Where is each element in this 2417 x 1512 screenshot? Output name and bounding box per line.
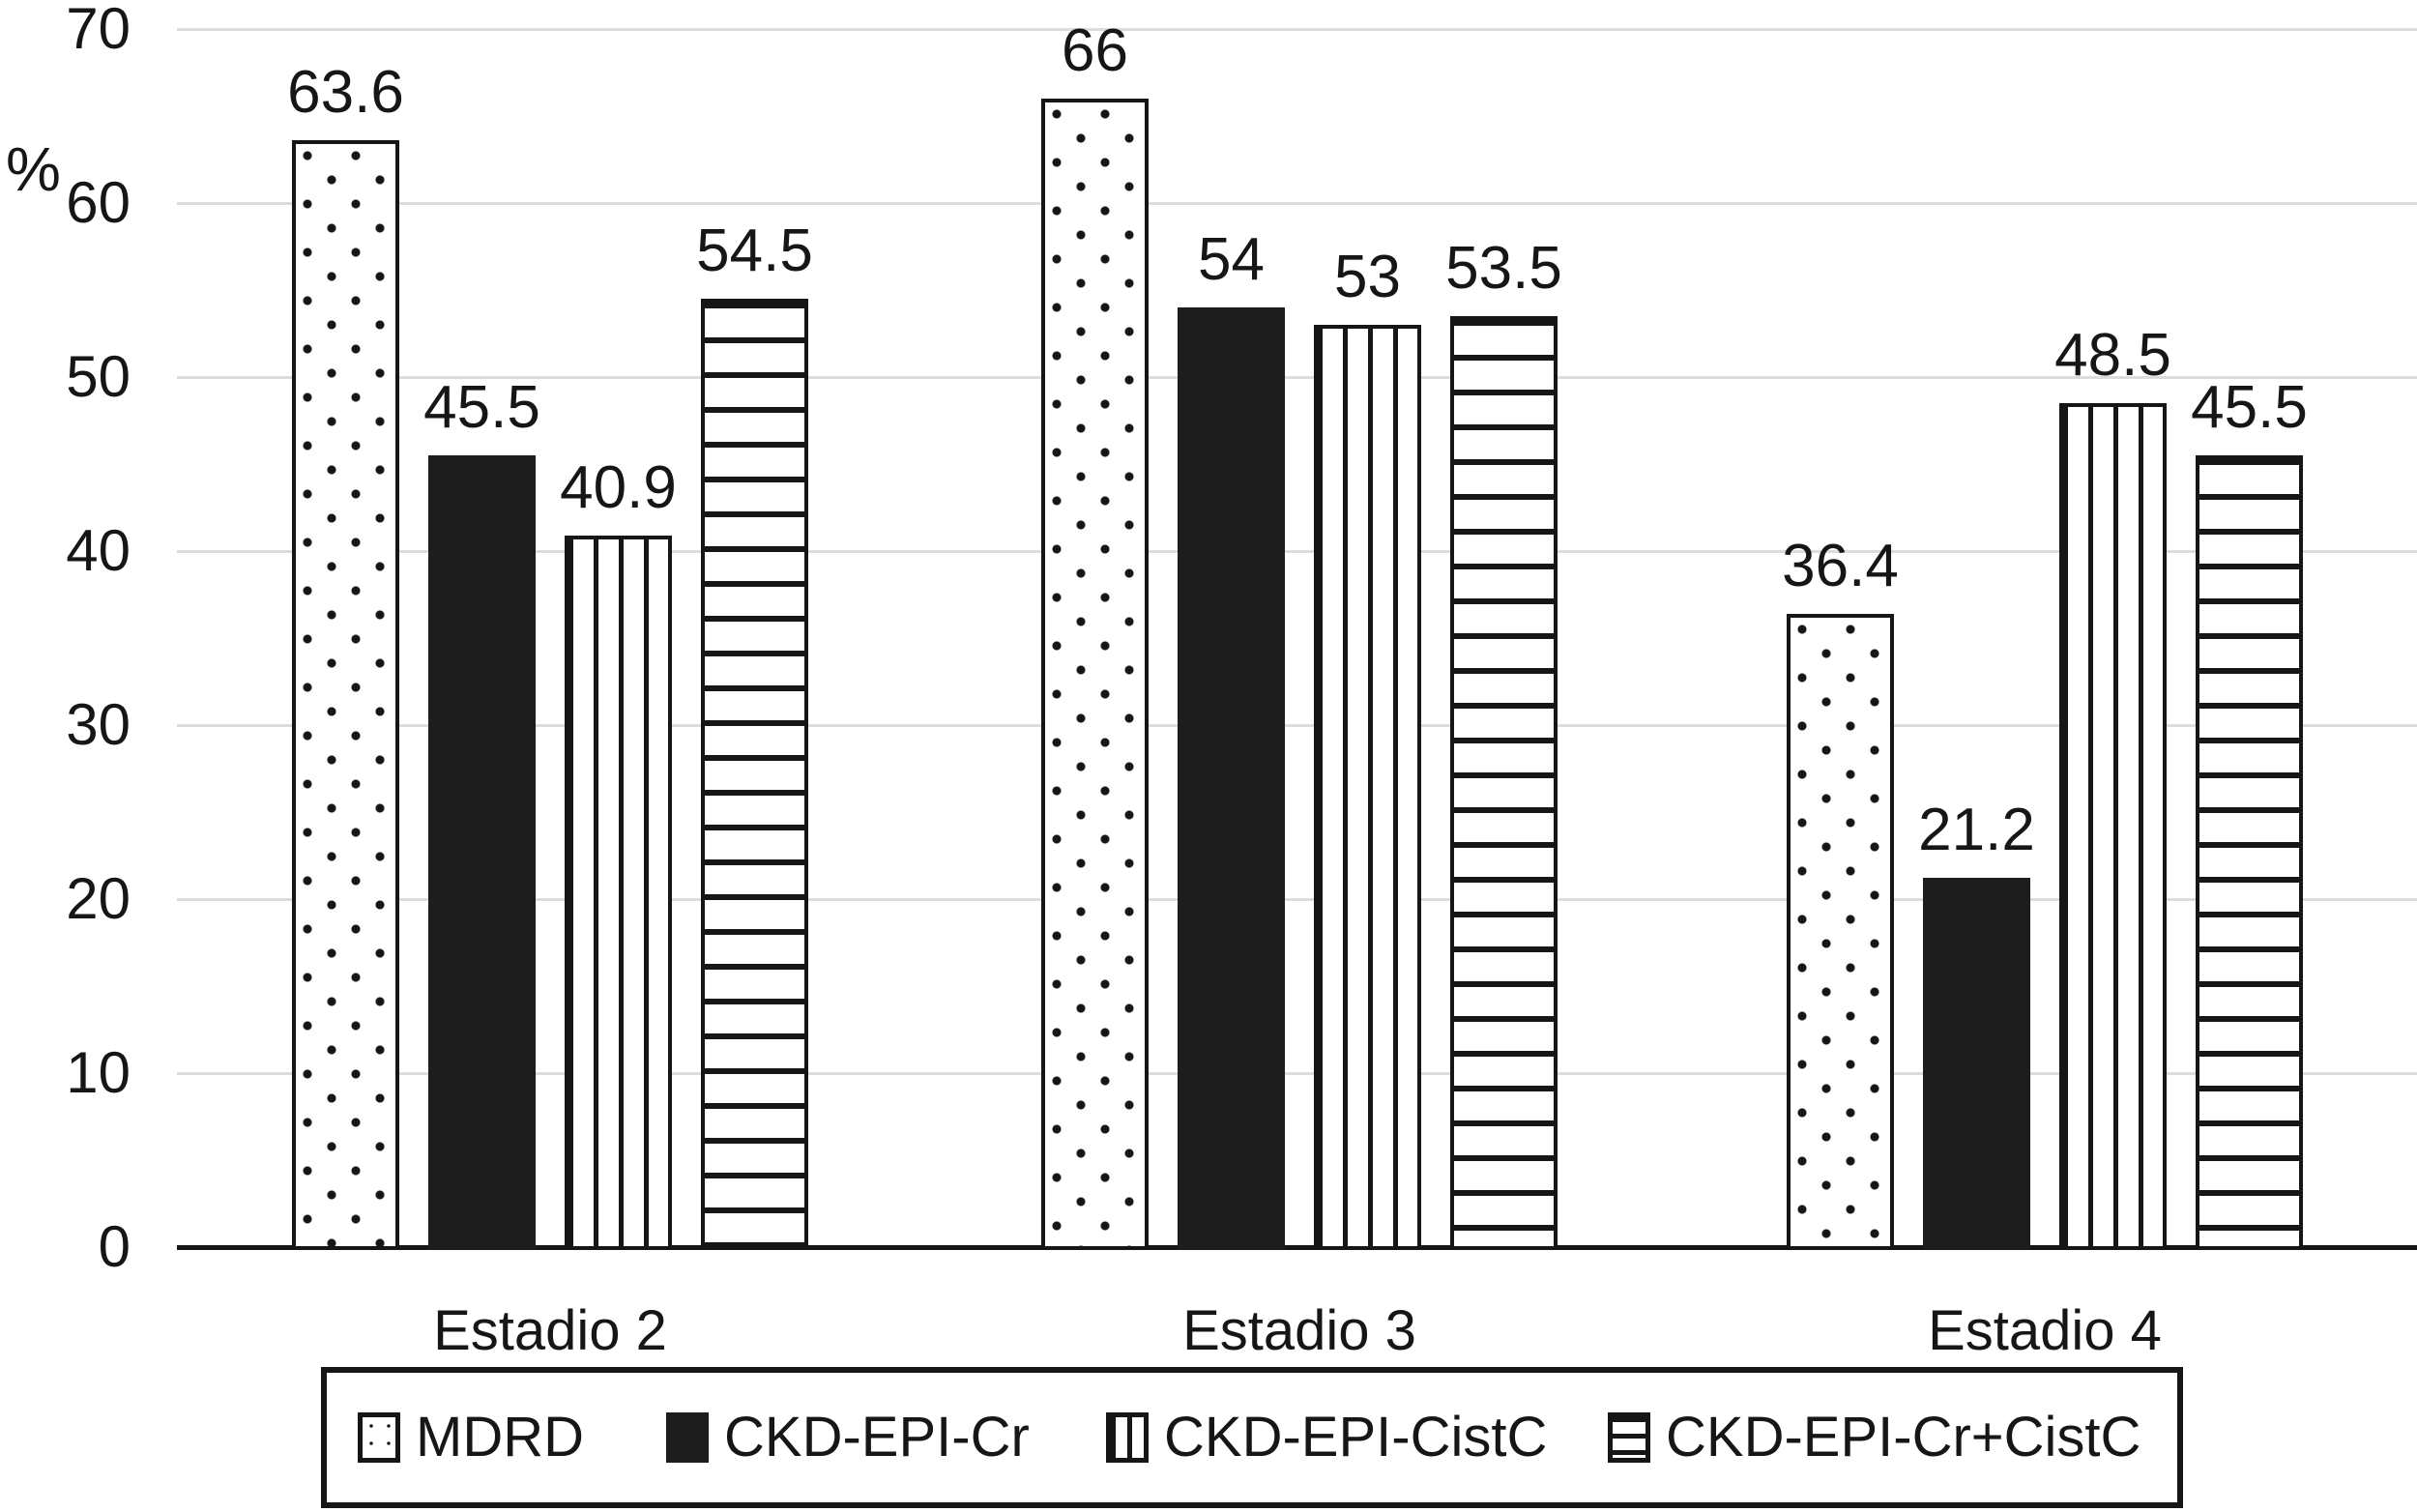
y-tick-label: 10 bbox=[66, 1040, 131, 1105]
legend-label: MDRD bbox=[416, 1406, 584, 1468]
y-tick-label: 60 bbox=[66, 170, 131, 235]
legend-item: CKD-EPI-CistC bbox=[1106, 1373, 1547, 1502]
bar-value-label: 36.4 bbox=[1782, 533, 1899, 599]
dots-swatch-icon bbox=[358, 1412, 400, 1463]
bar-ckd-epi-cistc bbox=[1314, 325, 1421, 1250]
bar-value-label: 63.6 bbox=[287, 59, 404, 126]
gridline bbox=[177, 376, 2417, 379]
bar-value-label: 66 bbox=[1062, 17, 1128, 84]
bar-ckd-epi-cr bbox=[1178, 307, 1285, 1250]
bar-mdrd bbox=[1041, 99, 1149, 1250]
y-axis-unit-label: % bbox=[6, 134, 61, 204]
gridline bbox=[177, 724, 2417, 727]
bar-value-label: 40.9 bbox=[560, 454, 677, 521]
bar-ckd-epi-cr bbox=[1923, 878, 2030, 1250]
bar-value-label: 53.5 bbox=[1445, 235, 1562, 302]
legend-item: CKD-EPI-Cr bbox=[666, 1373, 1030, 1502]
gridline bbox=[177, 898, 2417, 901]
legend-label: CKD-EPI-Cr bbox=[724, 1406, 1030, 1468]
bar-mdrd bbox=[292, 140, 399, 1250]
bar-value-label: 54 bbox=[1198, 226, 1265, 293]
bar-value-label: 45.5 bbox=[423, 374, 540, 441]
bar-ckd-epi-cr-cistc bbox=[701, 299, 808, 1250]
bar-value-label: 45.5 bbox=[2191, 374, 2308, 441]
gridline bbox=[177, 202, 2417, 205]
gridline bbox=[177, 1072, 2417, 1075]
y-tick-label: 30 bbox=[66, 692, 131, 757]
y-tick-label: 20 bbox=[66, 866, 131, 931]
x-axis-line bbox=[177, 1245, 2417, 1250]
gridline bbox=[177, 550, 2417, 553]
vstripe-swatch-icon bbox=[1106, 1412, 1149, 1463]
bar-ckd-epi-cistc bbox=[565, 536, 672, 1250]
bar-ckd-epi-cr-cistc bbox=[1450, 316, 1558, 1250]
bar-value-label: 21.2 bbox=[1918, 797, 2035, 863]
bar-ckd-epi-cr bbox=[428, 455, 536, 1250]
x-category-label: Estadio 3 bbox=[1182, 1299, 1416, 1362]
x-category-label: Estadio 2 bbox=[433, 1299, 667, 1362]
y-tick-label: 0 bbox=[98, 1214, 131, 1279]
bar-ckd-epi-cr-cistc bbox=[2196, 455, 2303, 1250]
y-tick-label: 70 bbox=[66, 0, 131, 61]
hstripe-swatch-icon bbox=[1608, 1412, 1650, 1463]
bar-value-label: 48.5 bbox=[2054, 322, 2171, 389]
bar-value-label: 53 bbox=[1334, 244, 1401, 310]
legend-item: CKD-EPI-Cr+CistC bbox=[1608, 1373, 2140, 1502]
gridline bbox=[177, 28, 2417, 31]
solid-swatch-icon bbox=[666, 1412, 709, 1463]
bar-mdrd bbox=[1787, 614, 1894, 1250]
y-tick-label: 40 bbox=[66, 518, 131, 583]
bar-ckd-epi-cistc bbox=[2059, 403, 2167, 1250]
legend-label: CKD-EPI-Cr+CistC bbox=[1666, 1406, 2141, 1468]
x-category-label: Estadio 4 bbox=[1928, 1299, 2162, 1362]
y-tick-label: 50 bbox=[66, 344, 131, 409]
legend-label: CKD-EPI-CistC bbox=[1164, 1406, 1548, 1468]
legend: MDRD CKD-EPI-Cr CKD-EPI-CistC CKD-EPI-Cr+Ci… bbox=[321, 1367, 2183, 1508]
legend-item: MDRD bbox=[358, 1373, 584, 1502]
bar-value-label: 54.5 bbox=[696, 218, 813, 284]
